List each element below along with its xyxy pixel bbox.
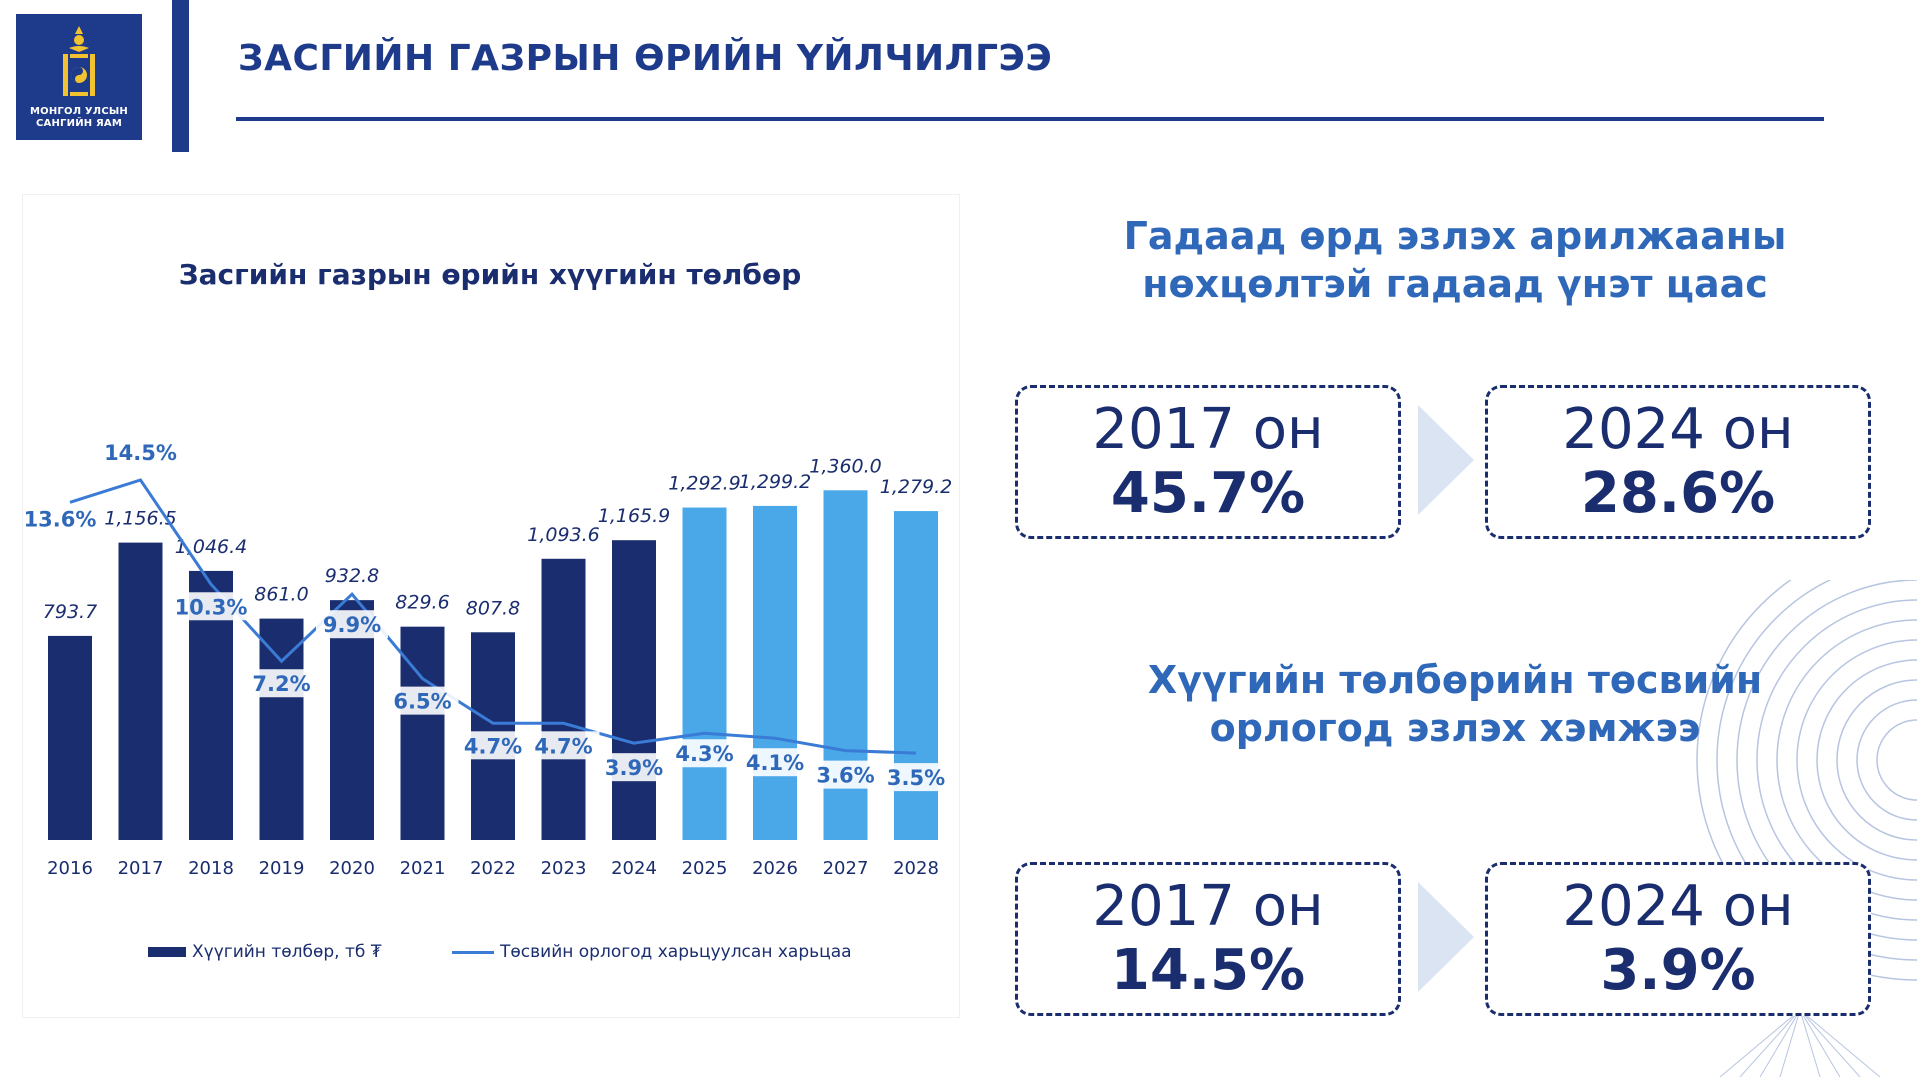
legend-label-line: Төсвийн орлогод харьцуулсан харьцаа	[500, 942, 852, 962]
section2-title-line2: орлогод эзлэх хэмжээ	[1209, 706, 1701, 750]
bar-value-label-2017: 1,156.5	[104, 508, 177, 530]
ratio-label-2026: 4.1%	[746, 751, 804, 775]
bar-value-label-2027: 1,360.0	[809, 455, 882, 477]
x-tick-2019: 2019	[259, 858, 305, 879]
ratio-label-2021: 6.5%	[393, 690, 451, 714]
bar-value-label-2024: 1,165.9	[598, 505, 671, 527]
ratio-label-bg-2018	[175, 592, 247, 621]
x-tick-2027: 2027	[823, 858, 869, 879]
bar-2023	[541, 558, 586, 840]
ratio-label-bg-2020	[316, 610, 388, 639]
stat-value: 14.5%	[1110, 938, 1306, 1003]
title-underline	[236, 117, 1824, 121]
ratio-label-bg-2022	[457, 731, 529, 760]
stat-value: 3.9%	[1600, 938, 1756, 1003]
interest-payment-chart: 793.7 1,156.5 1,046.4 861.0 932.8 829.6 807.8 1…	[24, 438, 953, 879]
x-tick-2024: 2024	[611, 858, 657, 879]
legend-item-line: Төсвийн орлогод харьцуулсан харьцаа	[452, 942, 852, 962]
bar-2020	[330, 600, 374, 840]
legend-item-bars: Хүүгийн төлбөр, тб ₮	[148, 942, 382, 962]
bar-value-label-2019: 861.0	[254, 584, 308, 606]
soyombo-emblem-icon	[63, 26, 95, 96]
x-tick-2028: 2028	[893, 858, 939, 879]
bar-2025	[682, 507, 727, 840]
stat-box-2024-interest: 2024 он 3.9%	[1485, 862, 1871, 1016]
bar-2026	[753, 505, 797, 840]
stat-value: 28.6%	[1580, 461, 1776, 526]
ratio-label-2017: 14.5%	[104, 441, 177, 465]
legend-swatch-bars	[148, 947, 186, 957]
logo-caption: МОНГОЛ УЛСЫН САНГИЙН ЯАМ	[16, 106, 142, 130]
bar-value-label-2016: 793.7	[43, 601, 97, 623]
x-tick-2016: 2016	[47, 858, 93, 879]
x-tick-2025: 2025	[682, 858, 728, 879]
ministry-logo: МОНГОЛ УЛСЫН САНГИЙН ЯАМ	[16, 14, 142, 140]
ratio-label-2023: 4.7%	[534, 734, 592, 758]
bar-2024	[612, 540, 656, 840]
ratio-label-2025: 4.3%	[675, 742, 733, 766]
stat-year: 2017 он	[1092, 874, 1324, 939]
ratio-label-bg-2025	[668, 739, 741, 768]
bar-2019	[259, 618, 304, 840]
ratio-label-2028: 3.5%	[887, 766, 945, 790]
ratio-label-bg-2024	[598, 753, 670, 782]
section-title-interest-ratio: Хүүгийн төлбөрийн төсвийн орлогод эзлэх …	[1010, 656, 1900, 752]
chevron-right-icon	[1418, 882, 1474, 992]
bar-2017	[118, 542, 163, 840]
section1-title-line2: нөхцөлтэй гадаад үнэт цаас	[1142, 262, 1768, 306]
bar-value-label-2025: 1,292.9	[668, 473, 741, 495]
chevron-right-icon	[1418, 405, 1474, 515]
ratio-label-bg-2023	[527, 731, 600, 760]
logo-line-2: САНГИЙН ЯАМ	[36, 118, 122, 129]
stat-year: 2017 он	[1092, 397, 1324, 462]
bar-value-label-2021: 829.6	[395, 592, 449, 614]
legend-swatch-line	[452, 950, 494, 954]
ratio-label-bg-2017	[104, 438, 177, 466]
logo-line-1: МОНГОЛ УЛСЫН	[30, 106, 128, 117]
bar-2016	[48, 635, 92, 840]
stat-box-2017-interest: 2017 он 14.5%	[1015, 862, 1401, 1016]
ratio-label-bg-2016	[24, 504, 96, 533]
decorative-arcs	[1696, 580, 1917, 1077]
section2-title-line1: Хүүгийн төлбөрийн төсвийн	[1147, 658, 1763, 702]
x-tick-2023: 2023	[541, 858, 587, 879]
chart-title: Засгийн газрын өрийн хүүгийн төлбөр	[178, 258, 802, 291]
ratio-label-bg-2026	[739, 748, 811, 777]
ratio-label-2020: 9.9%	[323, 613, 381, 637]
bar-value-label-2028: 1,279.2	[880, 476, 953, 498]
x-tick-2020: 2020	[329, 858, 375, 879]
ratio-label-2022: 4.7%	[464, 734, 522, 758]
stat-year: 2024 он	[1562, 874, 1794, 939]
page-title: ЗАСГИЙН ГАЗРЫН ӨРИЙН ҮЙЛЧИЛГЭЭ	[238, 38, 1053, 79]
ratio-label-2018: 10.3%	[175, 595, 248, 619]
ratio-label-2027: 3.6%	[816, 764, 874, 788]
ratio-label-bg-2021	[386, 686, 459, 715]
stat-box-2024-securities: 2024 он 28.6%	[1485, 385, 1871, 539]
x-tick-2017: 2017	[118, 858, 164, 879]
ratio-label-2024: 3.9%	[605, 756, 663, 780]
bar-value-label-2026: 1,299.2	[739, 471, 812, 493]
x-tick-2018: 2018	[188, 858, 234, 879]
ratio-label-bg-2028	[880, 763, 952, 792]
ratio-label-bg-2027	[809, 760, 882, 789]
x-tick-2021: 2021	[400, 858, 446, 879]
bar-value-label-2023: 1,093.6	[527, 524, 600, 546]
ratio-label-bg-2019	[245, 669, 318, 698]
bar-value-label-2018: 1,046.4	[175, 536, 248, 558]
x-tick-2026: 2026	[752, 858, 798, 879]
stat-value: 45.7%	[1110, 461, 1306, 526]
stat-year: 2024 он	[1562, 397, 1794, 462]
ratio-label-2019: 7.2%	[252, 672, 310, 696]
bar-value-label-2020: 932.8	[325, 565, 379, 587]
bar-value-label-2022: 807.8	[466, 597, 520, 619]
section-title-securities: Гадаад өрд эзлэх арилжааны нөхцөлтэй гад…	[1010, 212, 1900, 308]
section1-title-line1: Гадаад өрд эзлэх арилжааны	[1123, 214, 1787, 258]
stat-box-2017-securities: 2017 он 45.7%	[1015, 385, 1401, 539]
ratio-label-2016: 13.6%	[24, 507, 97, 531]
header-accent-bar	[172, 0, 189, 152]
ratio-line	[69, 478, 917, 755]
x-tick-2022: 2022	[470, 858, 516, 879]
legend-label-bars: Хүүгийн төлбөр, тб ₮	[192, 942, 382, 962]
